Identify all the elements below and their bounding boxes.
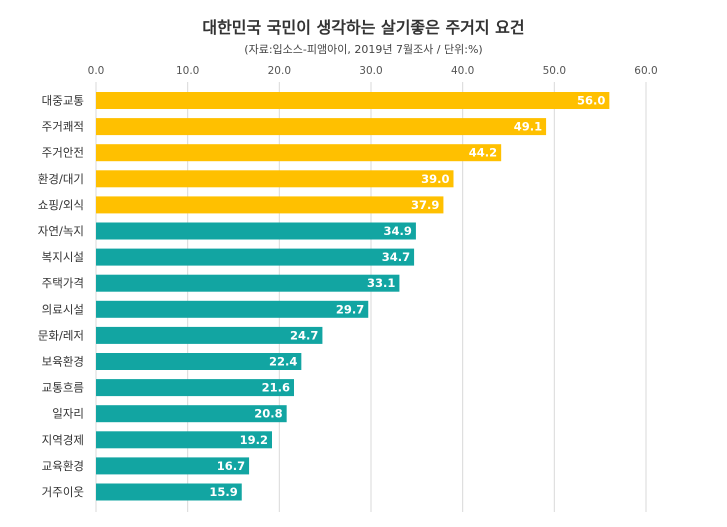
bar (96, 300, 369, 318)
bar (96, 274, 400, 292)
bar (96, 118, 547, 136)
data-label: 21.6 (262, 381, 290, 395)
data-label: 37.9 (411, 198, 439, 212)
data-label: 34.9 (384, 224, 412, 238)
category-label: 문화/레저 (38, 328, 84, 342)
category-label: 쇼핑/외식 (38, 198, 84, 212)
x-tick-label: 30.0 (359, 65, 382, 77)
data-label: 20.8 (254, 407, 282, 421)
category-label: 대중교통 (42, 94, 84, 108)
bar (96, 326, 323, 344)
category-label: 보육환경 (42, 355, 84, 369)
category-label: 교통흐름 (42, 381, 84, 395)
data-label: 24.7 (290, 328, 318, 342)
bar (96, 170, 454, 188)
data-label: 16.7 (217, 459, 245, 473)
bar (96, 457, 250, 475)
category-label: 지역경제 (42, 433, 84, 447)
data-label: 15.9 (209, 485, 237, 499)
category-label: 주거안전 (42, 146, 84, 160)
bar (96, 379, 294, 397)
data-label: 34.7 (382, 250, 410, 264)
x-tick-label: 20.0 (268, 65, 291, 77)
x-axis-ticks: 0.0 10.0 20.0 30.0 40.0 50.0 60.0 (88, 65, 658, 77)
x-tick-label: 40.0 (451, 65, 474, 77)
data-labels: 56.0 49.1 44.2 39.0 37.9 34.9 34.7 33.129.7 24.7… (209, 94, 605, 500)
bar (96, 222, 416, 240)
category-label: 주택가격 (42, 276, 84, 290)
bar (96, 405, 287, 423)
bar (96, 248, 415, 266)
x-tick-label: 10.0 (176, 65, 199, 77)
category-label: 자연/녹지 (38, 224, 84, 238)
category-label: 환경/대기 (38, 172, 84, 186)
bar (96, 483, 242, 501)
data-label: 56.0 (577, 94, 605, 108)
data-label: 19.2 (240, 433, 268, 447)
data-label: 49.1 (514, 120, 542, 134)
chart-title: 대한민국 국민이 생각하는 살기좋은 주거지 요건 (202, 18, 525, 37)
category-label: 의료시설 (42, 302, 84, 316)
data-label: 29.7 (336, 302, 364, 316)
category-label: 복지시설 (42, 250, 84, 264)
bar (96, 92, 610, 109)
chart-subtitle: (자료:입소스-피앰아이, 2019년 7월조사 / 단위:%) (244, 43, 483, 56)
bar (96, 353, 302, 370)
category-labels: 대중교통주거쾌적주거안전환경/대기쇼핑/외식자연/녹지복지시설주택가격의료시설문… (38, 94, 84, 500)
x-tick-label: 0.0 (88, 65, 105, 77)
data-label: 39.0 (421, 172, 449, 186)
data-label: 22.4 (269, 355, 297, 369)
x-tick-label: 60.0 (634, 65, 657, 77)
category-label: 교육환경 (42, 459, 84, 473)
category-label: 주거쾌적 (42, 120, 84, 134)
category-label: 거주이웃 (42, 485, 84, 499)
bar (96, 144, 502, 162)
bar (96, 196, 444, 214)
category-label: 일자리 (52, 407, 84, 421)
bars (96, 92, 610, 501)
data-label: 44.2 (469, 146, 497, 160)
x-tick-label: 50.0 (543, 65, 566, 77)
data-label: 33.1 (367, 276, 395, 290)
bar (96, 431, 272, 449)
